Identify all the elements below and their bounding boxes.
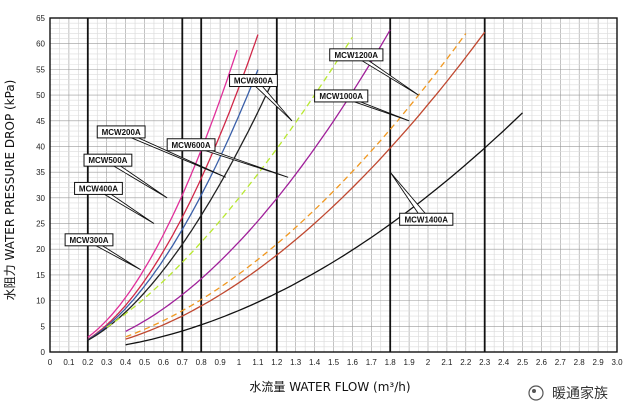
annotation-label: MCW300A <box>69 236 108 245</box>
x-tick-label: 2.2 <box>460 358 472 367</box>
x-tick-label: 0.8 <box>196 358 208 367</box>
watermark-text: 暖通家族 <box>552 385 608 402</box>
y-tick-label: 20 <box>36 245 45 254</box>
x-tick-label: 3.0 <box>611 358 623 367</box>
annotation-box <box>229 74 278 88</box>
tick-layer: 0 0.1 0.2 0.3 0.4 0.5 0.6 0.7 0.8 0.9 1 1.1 1.2 1.3 1.… <box>36 14 623 367</box>
y-tick-label: 5 <box>41 322 46 331</box>
x-tick-label: 0.5 <box>139 358 151 367</box>
series-MCW1200A <box>125 33 467 338</box>
annotation-box <box>314 89 369 103</box>
x-tick-label: 1 <box>237 358 242 367</box>
x-tick-label: 1.9 <box>404 358 416 367</box>
x-tick-label: 1.4 <box>309 358 321 367</box>
annotation-label: MCW200A <box>102 128 141 137</box>
annotation-label: MCW500A <box>88 156 127 165</box>
x-tick-label: 0.9 <box>215 358 227 367</box>
y-tick-label: 25 <box>36 220 45 229</box>
y-tick-label: 15 <box>36 271 45 280</box>
series-MCW1000A <box>125 31 486 340</box>
annotation-MCW200A: MCW200A <box>96 125 226 178</box>
annotation-label: MCW1400A <box>404 215 448 224</box>
x-tick-label: 2 <box>426 358 431 367</box>
annotation-label: MCW1200A <box>335 51 379 60</box>
x-tick-label: 1.5 <box>328 358 340 367</box>
series-MCW300A <box>87 49 238 338</box>
y-tick-label: 30 <box>36 194 45 203</box>
x-tick-label: 0.4 <box>120 358 132 367</box>
y-tick-label: 60 <box>36 40 45 49</box>
series-MCW800A <box>106 36 353 328</box>
y-tick-label: 40 <box>36 142 45 151</box>
watermark-logo-dot <box>532 389 536 393</box>
series-MCW1400A <box>125 112 523 346</box>
x-tick-label: 1.7 <box>366 358 378 367</box>
annotation-MCW600A: MCW600A <box>166 138 289 178</box>
y-tick-label: 35 <box>36 168 45 177</box>
annotation-box <box>64 233 114 247</box>
watermark-logo-icon <box>528 385 544 401</box>
annotation-MCW1200A: MCW1200A <box>329 48 419 96</box>
x-tick-label: 2.1 <box>441 358 453 367</box>
annotation-box <box>399 212 454 226</box>
x-axis-label: 水流量 WATER FLOW (m³/h) <box>249 380 410 394</box>
annotation-box <box>96 125 146 139</box>
annotation-MCW800A: MCW800A <box>229 74 293 122</box>
annotation-label: MCW800A <box>234 77 273 86</box>
x-tick-label: 1.6 <box>347 358 359 367</box>
x-tick-label: 0 <box>48 358 53 367</box>
x-tick-label: 1.3 <box>290 358 302 367</box>
x-tick-label: 2.5 <box>517 358 529 367</box>
y-tick-label: 10 <box>36 297 45 306</box>
series-MCW400A <box>87 34 259 340</box>
y-tick-label: 45 <box>36 117 45 126</box>
x-tick-label: 1.8 <box>385 358 397 367</box>
annotation-label: MCW600A <box>172 141 211 150</box>
annotation-box <box>83 153 133 167</box>
y-tick-label: 55 <box>36 65 45 74</box>
annotation-MCW500A: MCW500A <box>83 153 168 199</box>
x-tick-label: 2.9 <box>593 358 605 367</box>
annotation-layer: MCW300A MCW400A MCW500A MCW200A MCW600A MCW80… <box>64 48 454 271</box>
annotation-MCW400A: MCW400A <box>74 181 155 224</box>
series-MCW500A <box>87 69 259 341</box>
series-layer <box>87 29 523 346</box>
annotation-MCW1000A: MCW1000A <box>314 89 410 122</box>
y-axis-label: 水阻力 WATER PRESSURE DROP (kPa) <box>3 80 17 301</box>
x-tick-label: 2.7 <box>555 358 567 367</box>
y-tick-label: 65 <box>36 14 45 23</box>
annotation-MCW300A: MCW300A <box>64 233 141 271</box>
y-tick-label: 50 <box>36 91 45 100</box>
annotation-label: MCW1000A <box>319 92 363 101</box>
x-tick-label: 0.7 <box>177 358 189 367</box>
x-tick-label: 2.4 <box>498 358 510 367</box>
x-tick-label: 0.3 <box>101 358 113 367</box>
y-tick-label: 0 <box>41 348 46 357</box>
x-tick-label: 1.2 <box>271 358 283 367</box>
annotation-box <box>329 48 384 62</box>
annotation-box <box>74 181 123 195</box>
x-tick-label: 0.2 <box>82 358 94 367</box>
x-tick-label: 0.6 <box>158 358 170 367</box>
annotation-box <box>166 138 216 152</box>
annotation-MCW1400A: MCW1400A <box>389 171 454 226</box>
x-tick-label: 2.3 <box>479 358 491 367</box>
annotation-label: MCW400A <box>79 184 118 193</box>
x-tick-label: 2.6 <box>536 358 548 367</box>
x-tick-label: 1.1 <box>252 358 264 367</box>
plot-frame <box>49 17 618 353</box>
x-tick-label: 2.8 <box>574 358 586 367</box>
x-tick-label: 0.1 <box>63 358 75 367</box>
watermark: 暖通家族 <box>528 385 608 402</box>
